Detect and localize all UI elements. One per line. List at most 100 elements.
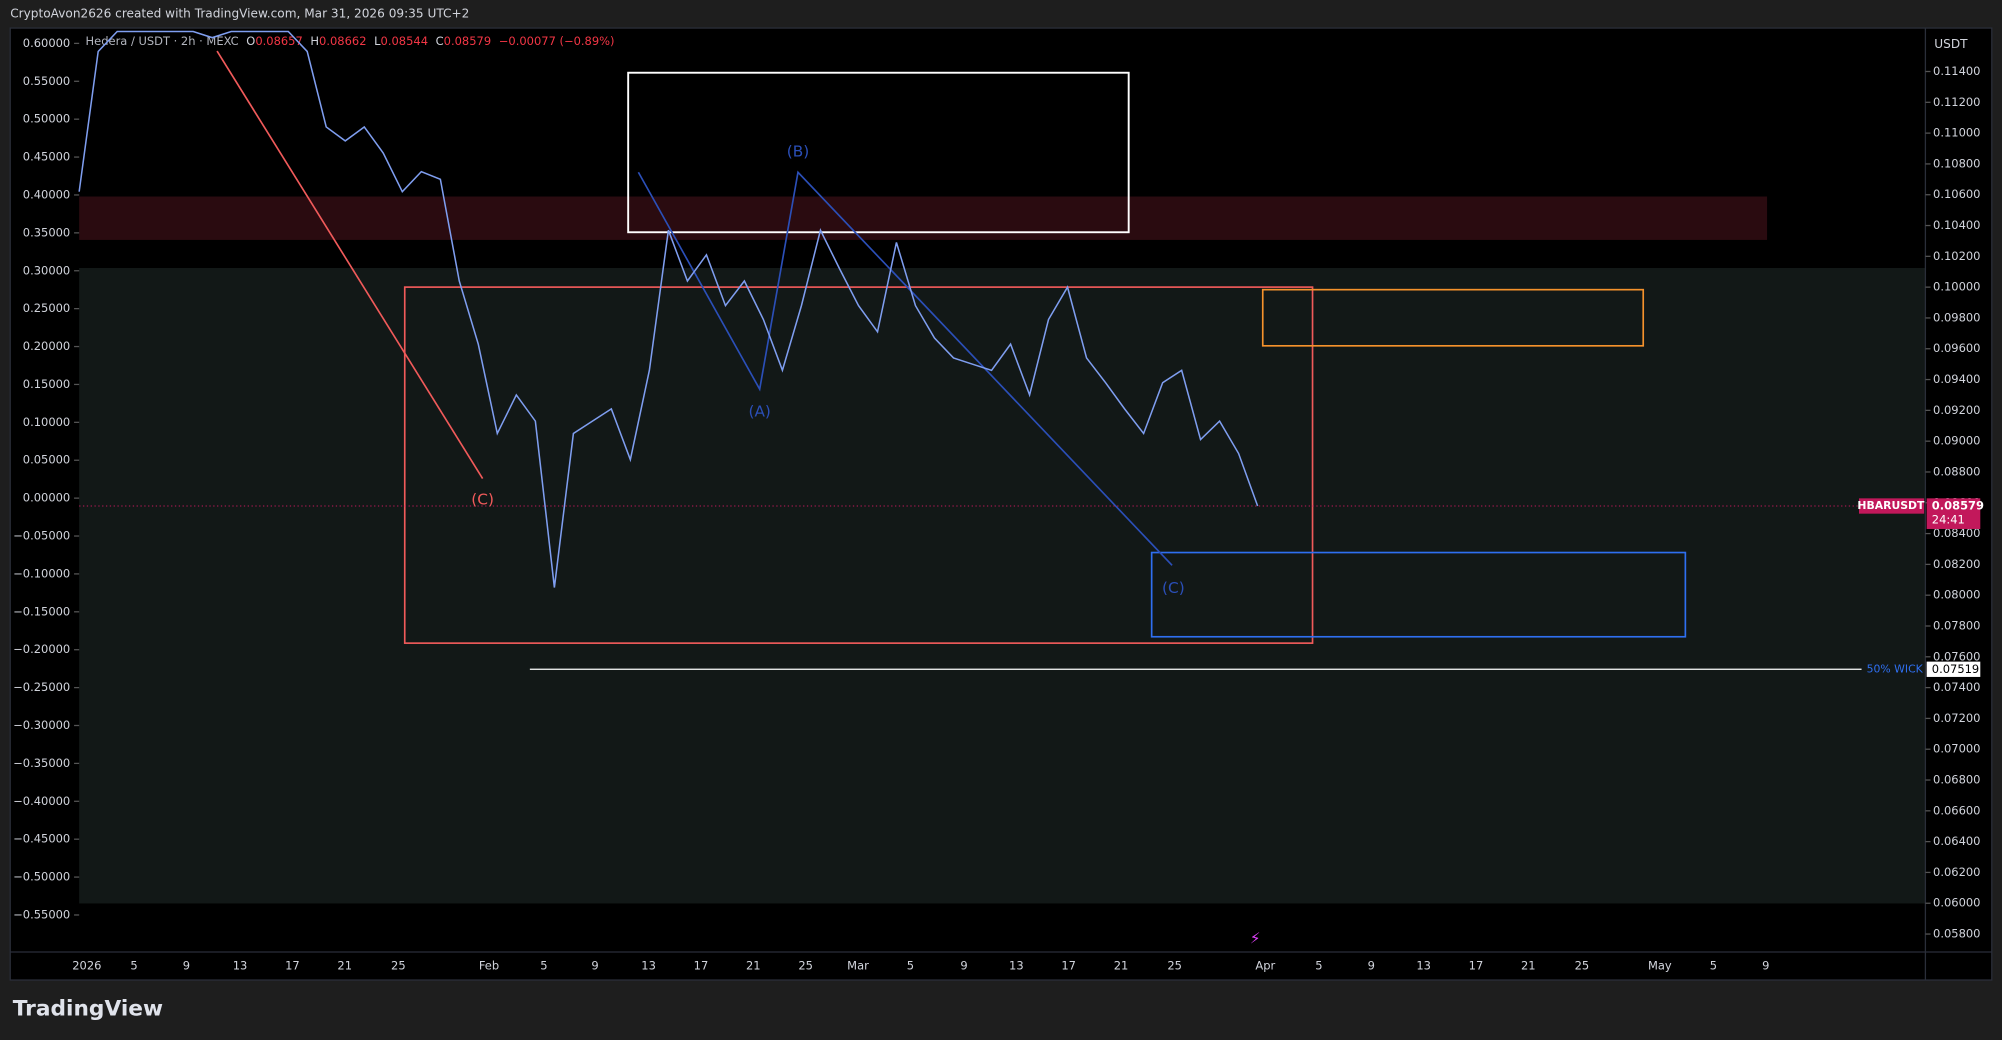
y2-tick-label: 0.60000 [23, 36, 70, 50]
header: CryptoAvon2626 created with TradingView.… [10, 7, 469, 21]
y2-tick-label: 0.50000 [23, 112, 70, 126]
y-tick-label: 0.06200 [1933, 865, 1980, 879]
x-tick-label: 17 [694, 958, 709, 972]
x-tick-label: 9 [183, 958, 190, 972]
x-tick-label: 5 [1315, 958, 1322, 972]
x-tick-label: Apr [1255, 958, 1275, 972]
y-tick-label: 0.06000 [1933, 896, 1980, 910]
wave-label: (C) [471, 491, 494, 509]
y-tick-label: 0.07800 [1933, 618, 1980, 632]
legend-part: H [310, 33, 319, 47]
legend-part: C [436, 33, 444, 47]
range-zone [79, 267, 1926, 904]
x-tick-label: 17 [1469, 958, 1484, 972]
x-tick-label: 2026 [72, 958, 101, 972]
y-tick-label: 0.08200 [1933, 557, 1980, 571]
y-tick-label: 0.06600 [1933, 803, 1980, 817]
y2-tick-label: 0.45000 [23, 150, 70, 164]
wick-label: 50% WICK [1867, 662, 1924, 675]
price-label: 0.08579 [1932, 499, 1984, 513]
y2-tick-label: −0.05000 [13, 529, 70, 543]
x-tick-label: 13 [1009, 958, 1024, 972]
x-tick-label: 25 [1167, 958, 1182, 972]
icon: ⚡ [1250, 930, 1261, 948]
symbol-box [1859, 498, 1925, 514]
y-tick-label: 0.09200 [1933, 403, 1980, 417]
x-tick-label: 17 [1061, 958, 1076, 972]
x-tick-label: 5 [907, 958, 914, 972]
y-tick-label: 0.07000 [1933, 742, 1980, 756]
y2-tick-label: 0.20000 [23, 339, 70, 353]
x-tick-label: 21 [746, 958, 761, 972]
x-tick-label: 13 [1416, 958, 1431, 972]
y2-tick-label: −0.10000 [13, 566, 70, 580]
y-tick-label: 0.11200 [1933, 95, 1980, 109]
x-tick-label: 9 [1368, 958, 1375, 972]
price-line [78, 30, 1259, 588]
y2-tick-label: −0.40000 [13, 794, 70, 808]
legend-part: 0.08579 [444, 33, 491, 47]
y-tick-label: 0.11400 [1933, 64, 1980, 78]
box-blue [1150, 551, 1687, 638]
y2-tick-label: 0.30000 [23, 263, 70, 277]
y-tick-label: 0.08000 [1933, 588, 1980, 602]
x-tick-label: 5 [1710, 958, 1717, 972]
y2-tick-label: 0.00000 [23, 491, 70, 505]
legend: Hedera / USDT · 2h · MEXC O0.08657 H0.0866… [86, 33, 615, 47]
x-tick-label: 21 [337, 958, 352, 972]
price-box [1926, 498, 1981, 529]
box-orange [1261, 288, 1645, 347]
y-tick-label: 0.06400 [1933, 834, 1980, 848]
y-tick-label: 0.09800 [1933, 310, 1980, 324]
x-tick-label: 9 [591, 958, 598, 972]
y2-tick-label: −0.45000 [13, 832, 70, 846]
y-tick-label: 0.07600 [1933, 649, 1980, 663]
currency: USDT [1934, 37, 1968, 51]
x-tick-label: 25 [1575, 958, 1590, 972]
y-tick-label: 0.09000 [1933, 434, 1980, 448]
y2-tick-label: −0.30000 [13, 718, 70, 732]
legend-part: O [246, 33, 255, 47]
legend-part: 0.08662 [319, 33, 366, 47]
x-tick-label: 25 [798, 958, 813, 972]
y2-tick-label: −0.25000 [13, 680, 70, 694]
x-tick-label: May [1648, 958, 1672, 972]
wave-label: (C) [1162, 579, 1185, 597]
y-tick-label: 0.10600 [1933, 187, 1980, 201]
y2-tick-label: 0.25000 [23, 301, 70, 315]
wave-label: (B) [787, 142, 809, 160]
x-tick-label: 5 [130, 958, 137, 972]
y2-tick-label: 0.10000 [23, 415, 70, 429]
countdown: 24:41 [1932, 513, 1965, 527]
y-tick-label: 0.10000 [1933, 280, 1980, 294]
wave-label: (A) [748, 403, 770, 421]
y2-tick-label: −0.20000 [13, 642, 70, 656]
legend-part: 0.08657 [255, 33, 302, 47]
x-tick-label: 13 [641, 958, 656, 972]
x-tick-label: 5 [540, 958, 547, 972]
supply-zone [79, 196, 1768, 240]
y2-tick-label: 0.15000 [23, 377, 70, 391]
wick-box [1926, 661, 1981, 677]
y-tick-label: 0.07400 [1933, 680, 1980, 694]
y2-tick-label: −0.55000 [13, 907, 70, 921]
y2-tick-label: 0.05000 [23, 453, 70, 467]
x-tick-label: 17 [285, 958, 300, 972]
y2-tick-label: 0.35000 [23, 225, 70, 239]
y2-tick-label: 0.55000 [23, 74, 70, 88]
legend-part: 0.08544 [381, 33, 428, 47]
y2-tick-label: 0.40000 [23, 187, 70, 201]
y-tick-label: 0.09600 [1933, 341, 1980, 355]
x-tick-label: 9 [960, 958, 967, 972]
x-tick-label: 21 [1521, 958, 1536, 972]
legend-part: −0.00077 (−0.89%) [499, 33, 615, 47]
y-tick-label: 0.11000 [1933, 126, 1980, 140]
legend-part: Hedera / USDT · 2h · MEXC [86, 33, 239, 47]
x-tick-label: 21 [1114, 958, 1129, 972]
y-tick-label: 0.05800 [1933, 927, 1980, 941]
y2-tick-label: −0.35000 [13, 756, 70, 770]
x-tick-label: Feb [479, 958, 499, 972]
y2-tick-label: −0.50000 [13, 870, 70, 884]
